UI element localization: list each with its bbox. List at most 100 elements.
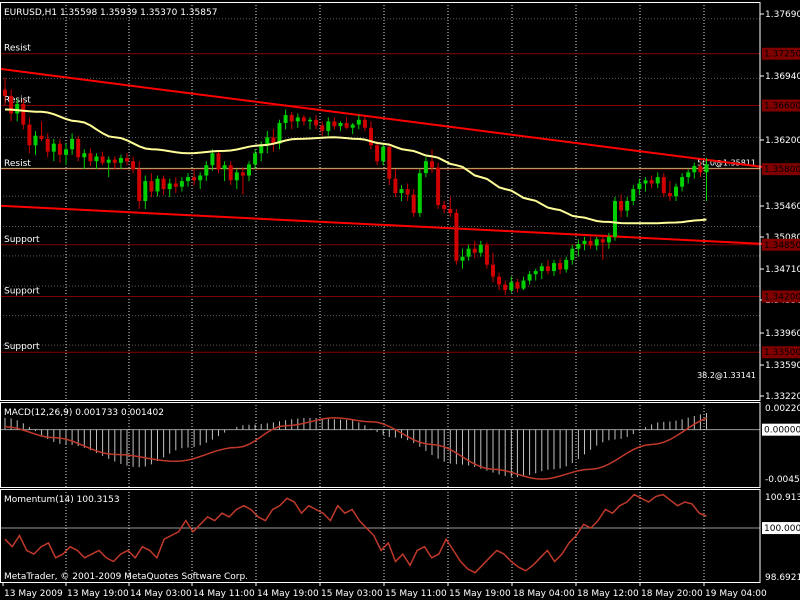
candle-body [143, 181, 148, 201]
candle-body [88, 153, 93, 162]
macd-title: MACD(12,26,9) 0.001733 0.001402 [4, 408, 164, 418]
candle-body [234, 172, 239, 181]
price-tag-box [762, 163, 800, 176]
candle-body [509, 282, 514, 291]
candle-body [265, 137, 270, 146]
candle-body [70, 138, 75, 150]
x-tick-label: 13 May 2009 [4, 589, 63, 599]
y-tick-label: 1.33960 [765, 329, 800, 339]
pane-frame [0, 402, 761, 488]
candle-body [240, 172, 245, 176]
candle-body [375, 145, 380, 162]
candle-body [210, 153, 215, 166]
momentum-layer [0, 493, 760, 574]
candle-body [436, 167, 441, 205]
candle-body [655, 177, 660, 184]
candle-body [570, 248, 575, 260]
candle-body [301, 117, 306, 122]
candle-body [192, 177, 197, 181]
candle-body [594, 239, 599, 246]
price-tag-label: 1.34200 [764, 293, 800, 303]
trendline[interactable] [0, 204, 799, 247]
candle-body [381, 146, 386, 162]
candle-body [15, 103, 20, 114]
macd-tag-box [762, 423, 800, 436]
x-tick-label: 14 May 19:00 [257, 589, 319, 599]
macd-layer [0, 413, 760, 480]
candle-body [619, 201, 624, 211]
candle-body [253, 153, 258, 165]
candle-body [259, 145, 264, 154]
candle-body [448, 208, 453, 213]
price-tag-box [762, 346, 800, 359]
candle-body [625, 201, 630, 211]
trendline[interactable] [0, 67, 799, 173]
candle-body [539, 266, 544, 272]
candle-body [155, 178, 160, 192]
level-label: Support [4, 287, 40, 297]
candle-body [606, 236, 611, 243]
candle-body [27, 124, 32, 146]
candle-body [588, 240, 593, 246]
candle-body [350, 124, 355, 128]
level-label: Resist [4, 44, 31, 54]
trendline-layer[interactable] [0, 67, 799, 247]
candle-body [454, 212, 459, 261]
x-tick-label: 19 May 04:00 [705, 589, 767, 599]
candle-body [344, 122, 349, 128]
candle-body [308, 119, 312, 122]
macd-signal-line [4, 417, 707, 480]
y-tick-label: 1.36200 [765, 136, 800, 146]
candle-body [484, 244, 489, 265]
macd-y-tick-label: -0.00455 [765, 475, 800, 485]
candle-body [576, 243, 581, 249]
macd-tag-label: 0.000000 [764, 426, 800, 436]
candle-body [466, 248, 471, 257]
candle-body [497, 276, 502, 285]
y-tick-label: 1.36940 [765, 72, 800, 82]
candle-body [631, 189, 636, 201]
price-tag-label: 1.37250 [764, 50, 800, 60]
price-tag-label: 1.34850 [764, 241, 800, 251]
candle-body [247, 164, 251, 176]
candle-body [137, 169, 142, 201]
y-tick-label: 1.34710 [765, 265, 800, 275]
candle-body [692, 165, 697, 173]
candle-body [338, 122, 343, 127]
candle-body [39, 135, 44, 139]
candle-body [167, 183, 172, 190]
candle-body [698, 165, 703, 173]
main-chart-title: EURUSD,H1 1.35598 1.35939 1.35370 1.3585… [4, 8, 217, 18]
candle-body [64, 149, 68, 155]
candle-body [76, 138, 81, 158]
candle-body [82, 153, 87, 158]
candle-body [3, 89, 7, 96]
candle-body [106, 159, 111, 163]
frame-layer [0, 2, 761, 583]
candle-body [222, 165, 227, 170]
candle-body [704, 164, 709, 173]
y-tick-label: 1.35460 [765, 202, 800, 212]
candle-body [314, 119, 319, 126]
x-tick-label: 14 May 11:00 [193, 589, 255, 599]
candle-body [405, 189, 410, 195]
x-tick-label: 18 May 20:00 [641, 589, 703, 599]
pane-frame [0, 489, 761, 583]
y-tick-label: 1.37690 [765, 10, 800, 20]
candle-body [423, 161, 428, 174]
candle-body [33, 135, 38, 146]
candle-body [613, 201, 617, 237]
x-tick-label: 18 May 12:00 [577, 589, 639, 599]
candle-body [271, 137, 276, 144]
candle-body [125, 158, 129, 162]
candle-body [442, 204, 447, 209]
candle-body [295, 117, 300, 122]
candle-body [674, 186, 678, 197]
price-tag-label: 1.33500 [764, 348, 800, 358]
candle-body [356, 119, 361, 125]
candle-body [131, 161, 136, 170]
momentum-line [4, 493, 707, 574]
grid-layer [0, 2, 760, 582]
